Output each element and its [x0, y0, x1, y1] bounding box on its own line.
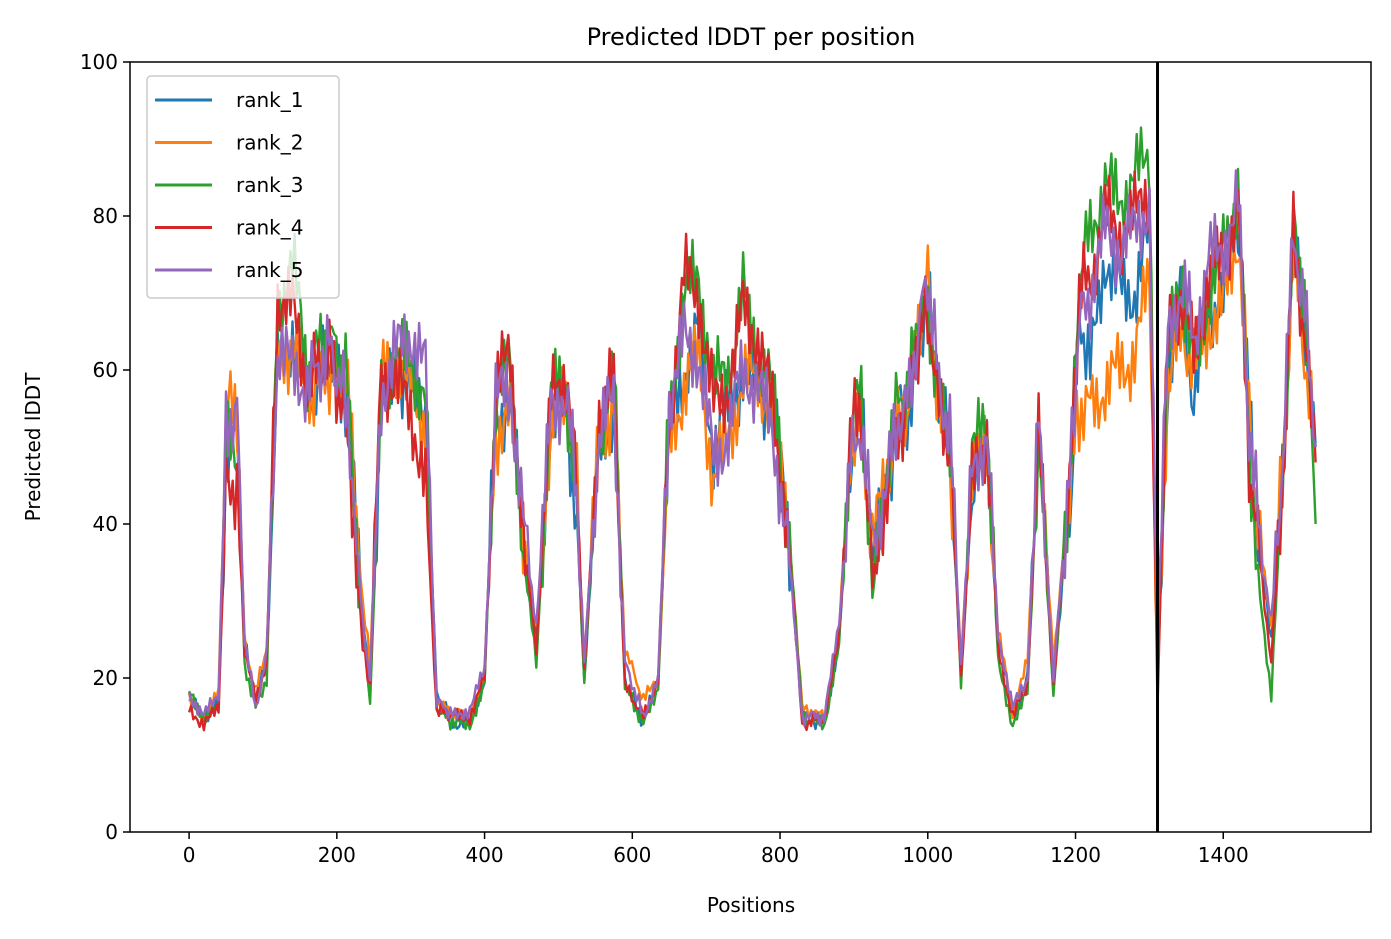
y-tick-label: 20 — [93, 666, 118, 690]
y-tick-label: 60 — [93, 358, 118, 382]
y-tick-label: 80 — [93, 204, 118, 228]
legend-frame — [146, 75, 340, 299]
legend-label: rank_3 — [236, 173, 303, 197]
y-tick-label: 40 — [93, 512, 118, 536]
x-tick-label: 200 — [318, 843, 356, 867]
y-axis: 0 20 40 60 80 100 — [80, 50, 130, 844]
x-tick-label: 800 — [761, 843, 799, 867]
series-line-rank_5 — [187, 169, 1317, 727]
y-tick-label: 0 — [105, 820, 118, 844]
legend-label: rank_5 — [236, 258, 303, 282]
x-tick-label: 1200 — [1050, 843, 1101, 867]
plot-frame — [129, 61, 1372, 833]
x-tick-label: 1000 — [902, 843, 953, 867]
y-axis-title: Predicted lDDT — [21, 372, 45, 522]
legend-label: rank_2 — [236, 131, 303, 155]
x-tick-label: 0 — [183, 843, 196, 867]
x-tick-label: 400 — [465, 843, 503, 867]
chart-title: Predicted lDDT per position — [587, 23, 916, 51]
legend-label: rank_4 — [236, 216, 303, 240]
legend: rank_1 rank_2 rank_3 rank_4 rank_5 — [146, 75, 340, 299]
x-axis-title: Positions — [707, 893, 795, 917]
x-axis: 0 200 400 600 800 1000 1200 1400 — [183, 832, 1249, 867]
series-layer — [187, 126, 1317, 732]
x-tick-label: 600 — [613, 843, 651, 867]
y-tick-label: 100 — [80, 50, 118, 74]
legend-label: rank_1 — [236, 88, 303, 112]
x-tick-label: 1400 — [1198, 843, 1249, 867]
